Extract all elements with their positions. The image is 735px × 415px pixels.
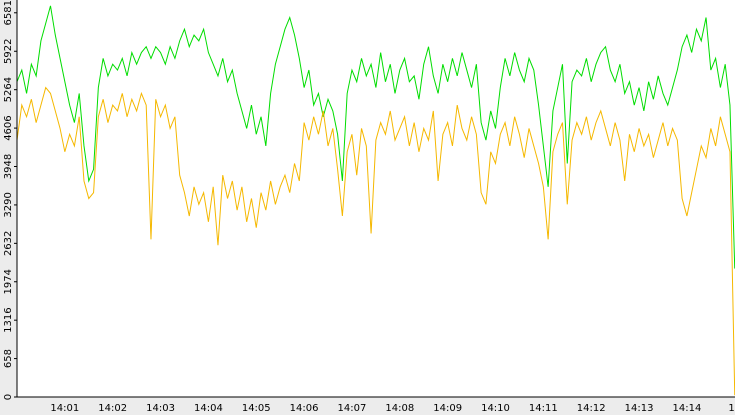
- x-tick-label: 14:13: [625, 403, 654, 414]
- x-tick-label: 14:07: [338, 403, 367, 414]
- x-tick-label: 14:05: [242, 403, 271, 414]
- y-tick-label: 658: [3, 349, 14, 368]
- y-tick-label: 2632: [3, 231, 14, 256]
- x-tick-label: 14:02: [98, 403, 127, 414]
- y-tick-label: 4606: [3, 115, 14, 140]
- x-tick-label: 14:03: [146, 403, 175, 414]
- y-tick-label: 5922: [3, 39, 14, 64]
- y-tick-label: 3948: [3, 154, 14, 179]
- x-tick-label: 14:12: [577, 403, 606, 414]
- y-tick-label: 6581: [3, 0, 14, 25]
- x-tick-label: 14: [728, 403, 735, 414]
- series-line: [16, 5, 735, 269]
- y-tick-label: 5264: [3, 77, 14, 102]
- y-tick-label: 3290: [3, 192, 14, 217]
- plot-area: [17, 0, 735, 397]
- y-axis-band: [0, 0, 17, 415]
- x-tick-label: 14:06: [290, 403, 319, 414]
- x-axis-band: [0, 397, 735, 415]
- series-line: [16, 86, 735, 396]
- x-tick-label: 14:10: [481, 403, 510, 414]
- x-tick-label: 14:01: [50, 403, 79, 414]
- x-tick-label: 14:08: [385, 403, 414, 414]
- y-tick-label: 0: [3, 394, 14, 400]
- x-tick-label: 14:09: [433, 403, 462, 414]
- x-tick-label: 14:11: [529, 403, 558, 414]
- x-tick-label: 14:04: [194, 403, 223, 414]
- x-tick-label: 14:14: [672, 403, 701, 414]
- y-tick-label: 1316: [3, 307, 14, 332]
- y-tick-label: 1974: [3, 269, 14, 294]
